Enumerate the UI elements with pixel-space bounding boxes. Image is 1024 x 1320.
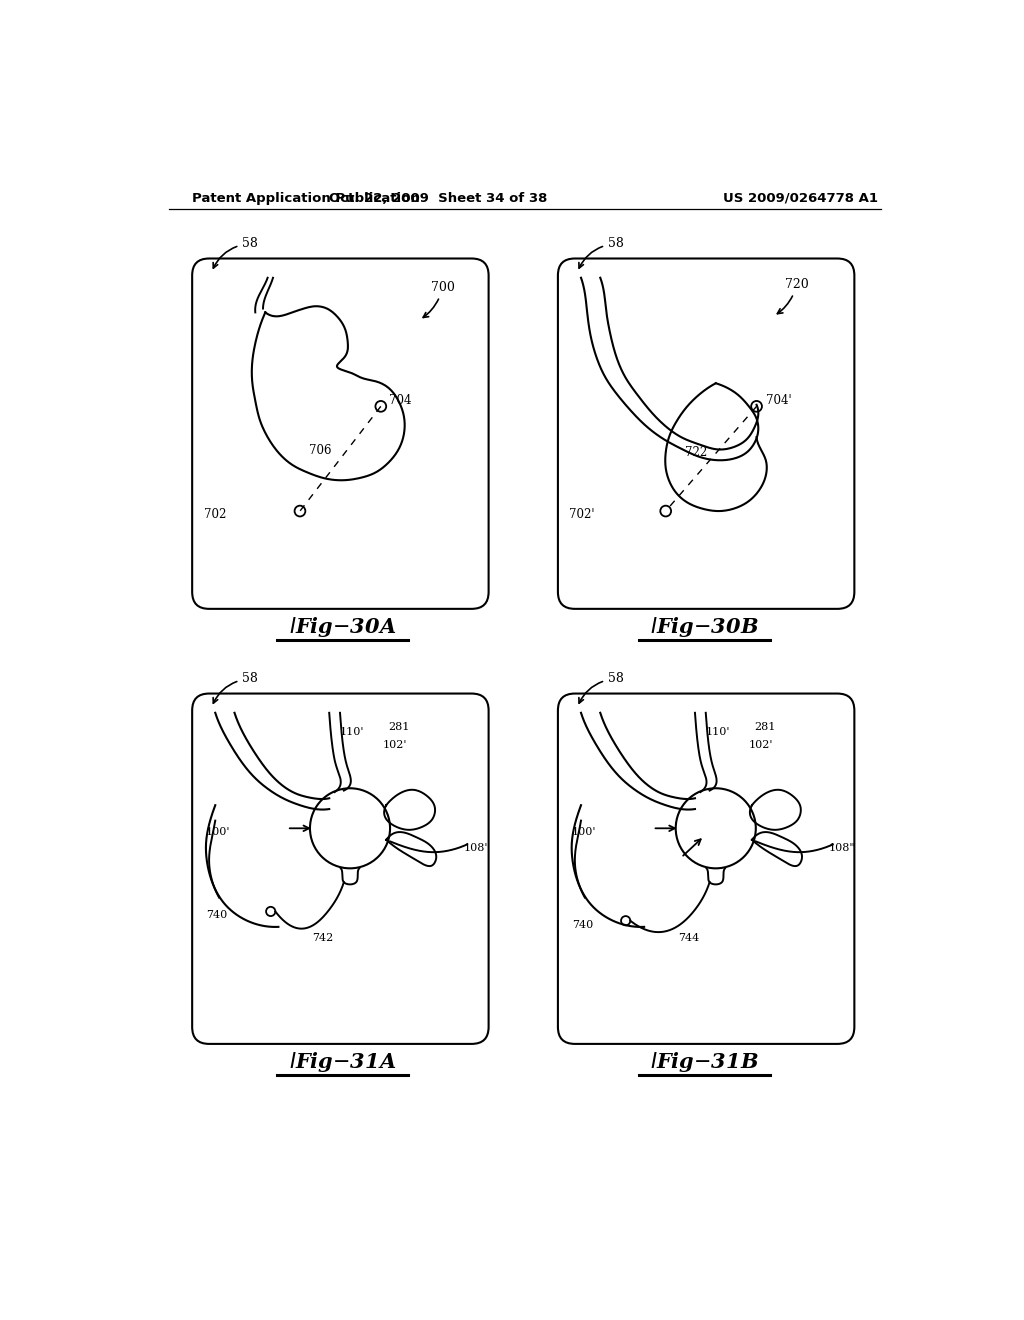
Text: $\mathit{I}$Fig$-$31B: $\mathit{I}$Fig$-$31B [650, 1049, 759, 1073]
Text: 58: 58 [213, 238, 258, 268]
FancyBboxPatch shape [193, 259, 488, 609]
Text: 702': 702' [569, 508, 595, 521]
Text: 744: 744 [678, 933, 699, 942]
FancyBboxPatch shape [558, 259, 854, 609]
Text: 740: 740 [206, 911, 227, 920]
Text: 58: 58 [579, 238, 624, 268]
Text: 706: 706 [309, 445, 332, 458]
Text: $\mathit{I}$Fig$-$31A: $\mathit{I}$Fig$-$31A [289, 1049, 396, 1073]
Text: 704': 704' [766, 393, 792, 407]
Text: 740: 740 [571, 920, 593, 929]
Text: 700: 700 [423, 281, 455, 318]
Text: 110': 110' [340, 727, 365, 737]
Text: $\mathit{I}$Fig$-$30B: $\mathit{I}$Fig$-$30B [650, 615, 759, 639]
Text: Patent Application Publication: Patent Application Publication [193, 191, 420, 205]
Text: 281: 281 [755, 722, 775, 731]
Text: 102': 102' [383, 741, 408, 750]
Text: Oct. 22, 2009  Sheet 34 of 38: Oct. 22, 2009 Sheet 34 of 38 [330, 191, 548, 205]
Text: 702: 702 [204, 508, 226, 521]
Text: 100': 100' [571, 828, 596, 837]
Text: 58: 58 [579, 672, 624, 704]
Text: 58: 58 [213, 672, 258, 704]
Text: $\mathit{I}$Fig$-$30A: $\mathit{I}$Fig$-$30A [289, 615, 396, 639]
Text: 108': 108' [463, 843, 487, 853]
Text: 704: 704 [388, 393, 411, 407]
Text: 742: 742 [312, 933, 334, 942]
Text: 102': 102' [749, 741, 773, 750]
FancyBboxPatch shape [193, 693, 488, 1044]
Text: 281: 281 [388, 722, 410, 731]
Text: 720: 720 [777, 277, 809, 314]
Text: 100': 100' [206, 828, 230, 837]
Text: 108": 108" [829, 843, 856, 853]
FancyBboxPatch shape [558, 693, 854, 1044]
Text: 722: 722 [685, 446, 708, 459]
Text: US 2009/0264778 A1: US 2009/0264778 A1 [723, 191, 878, 205]
Text: 110': 110' [706, 727, 730, 737]
